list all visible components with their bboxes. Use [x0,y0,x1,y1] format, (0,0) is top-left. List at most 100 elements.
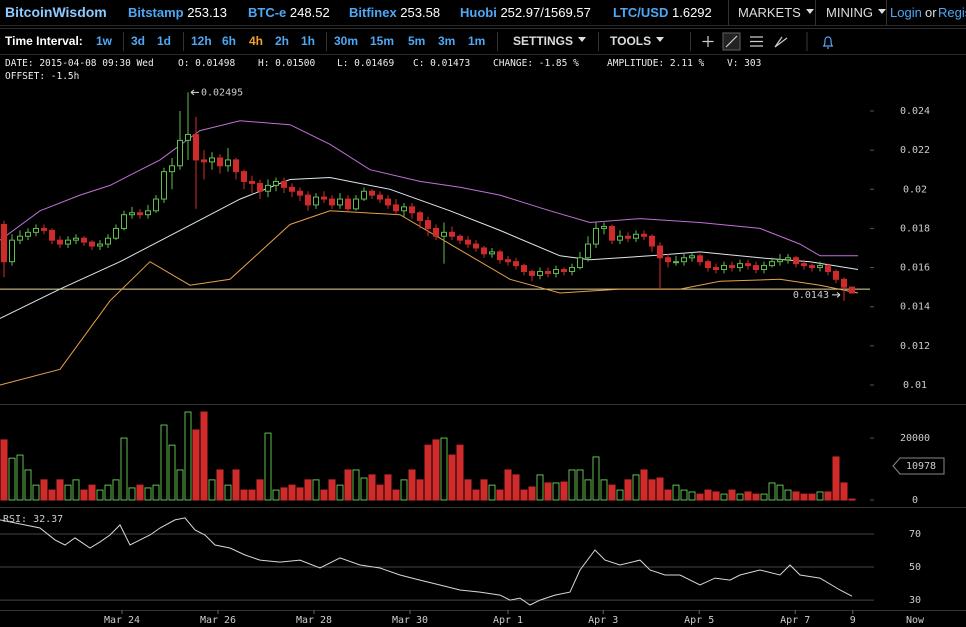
candle-body [281,180,287,188]
candle-body [705,261,711,269]
interval[interactable]: 3m [438,34,456,48]
register-link[interactable]: Register [938,5,966,20]
volume-bar [112,479,120,501]
volume-bar [56,479,64,501]
interval[interactable]: 12h [191,34,212,48]
candle-body [785,257,791,261]
candle-body [657,245,663,259]
volume-bar [760,493,768,501]
ticker[interactable]: Bitstamp 253.13 [128,5,227,20]
volume-bar [432,439,440,501]
interval[interactable]: 1w [96,34,113,48]
volume-bar [24,469,32,501]
settings-menu[interactable]: SETTINGS [513,34,586,48]
candle-body [649,235,655,247]
offset: OFFSET: -1.5h [5,71,80,82]
interval[interactable]: 1m [468,34,486,48]
volume-bar [360,477,368,501]
pen-tool-icon[interactable] [774,36,788,48]
interval[interactable]: 5m [408,34,426,48]
x-tick-label: Mar 30 [392,615,428,626]
candle-body [441,231,447,237]
volume-bar [96,489,104,501]
volume-bar [688,491,696,501]
interval[interactable]: 4h [249,34,264,48]
separator [598,32,599,51]
volume-bar [536,474,544,501]
volume-bar [104,484,112,501]
volume-bar [632,474,640,501]
y-tick-label: 0.022 [900,145,930,156]
interval[interactable]: 1d [157,34,172,48]
toolbar: Time Interval: 1w 3d 1d 12h 6h 4h 2h 1h … [0,28,966,55]
ticker[interactable]: Bitfinex 253.58 [349,5,440,20]
volume-bar [88,484,96,501]
alert-icon[interactable] [823,36,833,49]
volume-bar [136,484,144,501]
candle-body [65,239,71,245]
volume-bar [200,411,208,501]
candle-body [449,231,455,237]
candle-body [145,210,151,216]
interval[interactable]: 3d [131,34,146,48]
info-item: H: 0.01500 [258,58,316,69]
volume-bar [8,457,16,501]
interval[interactable]: 15m [370,34,395,48]
info-item: O: 0.01498 [178,58,236,69]
candle-body [113,227,119,239]
candle-body [225,159,231,167]
volume-bar [184,411,192,501]
markets-menu[interactable]: MARKETS [738,5,814,20]
candle-body [177,139,183,167]
x-tick-label: Mar 24 [104,615,140,626]
candle-body [369,190,375,196]
mining-menu[interactable]: MINING [826,5,886,20]
candle-body [505,259,511,263]
interval[interactable]: 2h [275,34,290,48]
volume-bar [328,479,336,501]
volume-bar [320,489,328,501]
volume-bar [440,437,448,501]
ticker[interactable]: BTC-e 248.52 [248,5,330,20]
candle-body [337,198,343,206]
separator [326,32,327,51]
volume-bar [680,489,688,501]
candle-body [137,212,143,216]
volume-bar [576,469,584,501]
candle-body [577,257,583,269]
volume-bar [728,489,736,501]
interval[interactable]: 6h [222,34,237,48]
volume-bar [152,484,160,501]
volume-bar [0,439,8,501]
tools-menu[interactable]: TOOLS [610,34,664,48]
brand[interactable]: BitcoinWisdom [5,4,107,20]
ticker[interactable]: LTC/USD 1.6292 [613,5,712,20]
candle-body [425,220,431,229]
candle-body [617,235,623,241]
volume-bar [592,456,600,501]
ticker-name: BTC-e [248,5,287,20]
ticker[interactable]: Huobi 252.97/1569.57 [460,5,591,20]
interval[interactable]: 1h [301,34,316,48]
candle-body [121,214,127,229]
volume-bar [776,484,784,501]
volume-bar [568,469,576,501]
volume-bar [544,482,552,501]
candle-body [273,180,279,186]
candle-body [361,190,367,200]
crosshair-icon[interactable] [702,36,714,47]
volume-bar [80,489,88,501]
separator [728,0,729,25]
fib-tool-icon[interactable] [750,36,763,47]
volume-bar [120,437,128,501]
interval[interactable]: 30m [334,34,359,48]
volume-bar [384,474,392,501]
volume-bar [128,487,136,501]
ticker-name: Bitstamp [128,5,184,20]
volume-bar [192,429,200,501]
min-arrow [832,291,841,298]
volume-bar [472,489,480,501]
info-item: V: 303 [727,58,762,69]
info-item: DATE: 2015-04-08 09:30 Wed [5,58,154,69]
login-link[interactable]: Login [890,5,922,20]
